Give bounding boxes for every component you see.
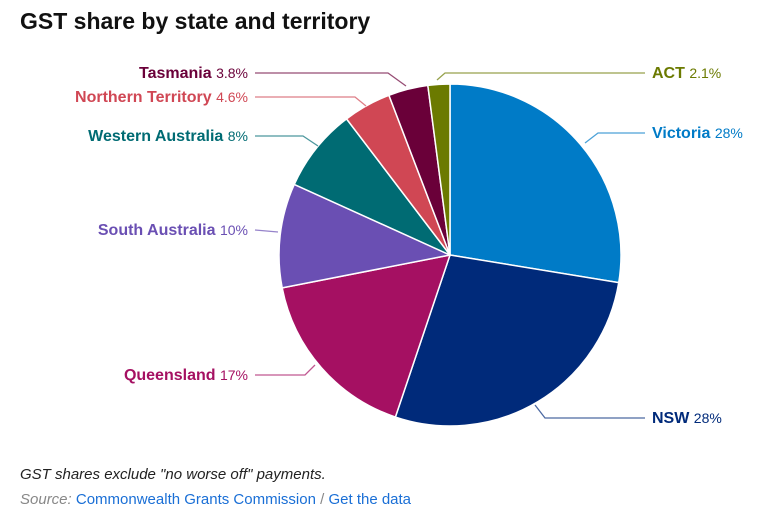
leader-line <box>255 364 316 376</box>
slice-name: Tasmania <box>139 65 216 82</box>
slice-value: 8% <box>228 128 248 144</box>
slice-value: 17% <box>220 367 248 383</box>
chart-title: GST share by state and territory <box>20 8 371 34</box>
leader-line <box>534 404 645 419</box>
source-line: Source: Commonwealth Grants Commission /… <box>20 491 411 508</box>
slice-value: 10% <box>220 222 248 238</box>
leader-line <box>254 229 279 233</box>
slice-label: Victoria 28% <box>652 125 743 142</box>
source-link[interactable]: Commonwealth Grants Commission <box>75 491 316 508</box>
slice-name: Northern Territory <box>75 89 216 106</box>
slice-name: South Australia <box>98 222 220 239</box>
leader-line <box>584 132 645 144</box>
slice-label: NSW 28% <box>652 410 722 427</box>
slice-label: Western Australia 8% <box>88 128 248 145</box>
slice-south-australia <box>278 183 453 289</box>
get-data-link[interactable]: Get the data <box>328 491 412 508</box>
chart-note: GST shares exclude "no worse off" paymen… <box>20 466 326 483</box>
leader-line <box>255 96 367 107</box>
slice-nsw <box>394 254 620 427</box>
slice-name: Queensland <box>124 367 220 384</box>
source-label: Source: <box>20 491 72 508</box>
slice-label: South Australia 10% <box>98 222 248 239</box>
slice-name: NSW <box>652 410 694 427</box>
slice-label: Tasmania 3.8% <box>139 65 248 82</box>
slice-value: 3.8% <box>216 65 248 81</box>
slice-queensland <box>281 254 452 418</box>
slice-label: Queensland 17% <box>124 367 248 384</box>
source-separator: / <box>320 491 325 508</box>
slice-label: Northern Territory 4.6% <box>75 89 248 106</box>
slice-name: Victoria <box>652 125 715 142</box>
slice-value: 4.6% <box>216 89 248 105</box>
leader-line <box>255 135 319 147</box>
slice-label: ACT 2.1% <box>652 65 721 82</box>
slice-name: ACT <box>652 65 689 82</box>
slice-value: 28% <box>694 410 722 426</box>
slice-value: 2.1% <box>689 65 721 81</box>
slice-name: Western Australia <box>88 128 228 145</box>
slice-act <box>426 83 451 256</box>
slice-value: 28% <box>715 125 743 141</box>
leader-line <box>255 72 407 87</box>
slice-victoria <box>449 83 622 284</box>
leader-line <box>436 72 645 81</box>
